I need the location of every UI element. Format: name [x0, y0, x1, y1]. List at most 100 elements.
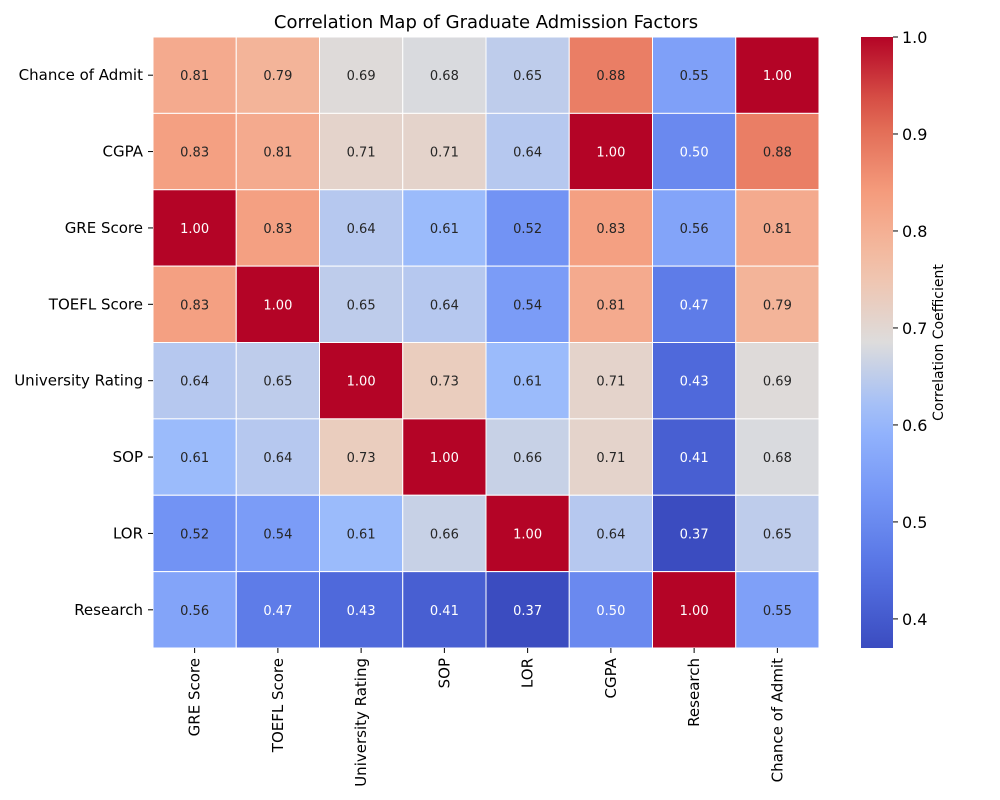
- cell-value-label: 0.88: [596, 69, 625, 84]
- colorbar-tick-label: 0.6: [902, 416, 927, 435]
- heatmap-cell: [568, 494, 653, 573]
- heatmap-cell: [235, 112, 320, 191]
- cell-value-label: 0.88: [763, 146, 792, 161]
- heatmap-cell: [652, 494, 737, 573]
- heatmap-cell: [568, 418, 653, 496]
- cell-value-label: 0.71: [596, 375, 625, 390]
- heatmap-cell: [485, 112, 570, 191]
- colorbar-tick-label: 0.8: [902, 222, 927, 241]
- heatmap-cell: [485, 571, 570, 649]
- y-tick-label: Research: [74, 601, 143, 619]
- colorbar-tick-label: 0.7: [902, 319, 927, 338]
- heatmap-cell: [152, 494, 237, 573]
- heatmap-cell: [735, 418, 820, 496]
- cell-value-label: 0.81: [763, 222, 792, 237]
- cell-value-label: 0.81: [596, 298, 625, 313]
- cell-value-label: 0.55: [763, 604, 792, 619]
- cell-value-label: 0.64: [596, 527, 625, 542]
- cell-value-label: 0.54: [513, 298, 542, 313]
- cell-value-label: 1.00: [180, 222, 209, 237]
- x-tick-label: Research: [685, 658, 703, 727]
- colorbar-tick-label: 0.9: [902, 125, 927, 144]
- heatmap-cell: [485, 189, 570, 267]
- heatmap-cell: [319, 494, 404, 573]
- heatmap-cell: [319, 418, 404, 496]
- heatmap-cell: [319, 265, 404, 343]
- cell-value-label: 0.79: [263, 69, 292, 84]
- colorbar-tick-label: 0.5: [902, 513, 927, 532]
- y-tick-label: Chance of Admit: [19, 66, 143, 84]
- heatmap-cell: [402, 36, 487, 114]
- cell-value-label: 0.83: [180, 298, 209, 313]
- cell-value-label: 0.73: [430, 375, 459, 390]
- x-tick-label: GRE Score: [186, 658, 204, 736]
- heatmap-cell: [402, 342, 487, 420]
- y-tick-label: SOP: [113, 448, 143, 466]
- cell-value-label: 1.00: [347, 375, 376, 390]
- y-tick-labels: Chance of Admit CGPA GRE Score TOEFL Score U…: [14, 66, 153, 619]
- cell-value-label: 1.00: [596, 146, 625, 161]
- heatmap-cell: [319, 189, 404, 267]
- heatmap-cell: [652, 189, 737, 267]
- cell-value-label: 0.56: [180, 604, 209, 619]
- heatmap-cell: [235, 189, 320, 267]
- heatmap-cell: [235, 36, 320, 114]
- heatmap-cell: [652, 265, 737, 343]
- cell-value-label: 0.65: [263, 375, 292, 390]
- x-tick-label: University Rating: [352, 658, 370, 787]
- cell-value-label: 0.69: [763, 375, 792, 390]
- x-tick-label: TOEFL Score: [269, 658, 287, 753]
- heatmap-cell: [485, 265, 570, 343]
- cell-value-label: 0.68: [430, 69, 459, 84]
- cell-value-label: 0.81: [263, 146, 292, 161]
- cell-value-label: 0.65: [347, 298, 376, 313]
- cell-value-label: 0.66: [430, 527, 459, 542]
- heatmap-cell: [735, 494, 820, 573]
- cell-value-label: 0.64: [513, 146, 542, 161]
- heatmap-cell: [485, 494, 570, 573]
- cell-value-label: 0.64: [430, 298, 459, 313]
- cell-value-label: 0.79: [763, 298, 792, 313]
- heatmap-cell: [485, 342, 570, 420]
- heatmap-cells: 0.81 0.79 0.69 0.68 0.65 0.88 0.55 1.00 0.83 0.81…: [152, 36, 820, 649]
- cell-value-label: 1.00: [263, 298, 292, 313]
- cell-value-label: 0.64: [180, 375, 209, 390]
- heatmap-cell: [735, 36, 820, 114]
- cell-value-label: 0.66: [513, 451, 542, 466]
- heatmap-cell: [568, 112, 653, 191]
- cell-value-label: 0.71: [596, 451, 625, 466]
- cell-value-label: 0.50: [680, 146, 709, 161]
- colorbar-gradient: [861, 37, 893, 648]
- colorbar-tick-label: 0.4: [902, 610, 927, 629]
- heatmap-cell: [402, 189, 487, 267]
- x-tick-label: Chance of Admit: [768, 658, 786, 782]
- cell-value-label: 0.50: [596, 604, 625, 619]
- y-tick-label: CGPA: [103, 143, 144, 161]
- heatmap-cell: [402, 112, 487, 191]
- cell-value-label: 0.55: [680, 69, 709, 84]
- x-tick-labels: GRE Score TOEFL Score University Rating SOP…: [186, 648, 786, 787]
- heatmap-cell: [235, 494, 320, 573]
- heatmap-cell: [568, 342, 653, 420]
- y-tick-label: GRE Score: [65, 219, 143, 237]
- cell-value-label: 1.00: [680, 604, 709, 619]
- heatmap-cell: [735, 571, 820, 649]
- cell-value-label: 0.54: [263, 527, 292, 542]
- cell-value-label: 0.83: [596, 222, 625, 237]
- heatmap-cell: [485, 418, 570, 496]
- heatmap-cell: [568, 36, 653, 114]
- cell-value-label: 0.43: [680, 375, 709, 390]
- cell-value-label: 0.64: [347, 222, 376, 237]
- colorbar-tick-label: 1.0: [902, 28, 927, 47]
- heatmap-cell: [402, 265, 487, 343]
- cell-value-label: 0.81: [180, 69, 209, 84]
- cell-value-label: 0.56: [680, 222, 709, 237]
- colorbar: 1.0 0.9 0.8 0.7 0.6 0.5 0.4 Correlation Coeffic…: [861, 28, 947, 648]
- heatmap-cell: [319, 342, 404, 420]
- cell-value-label: 0.83: [180, 146, 209, 161]
- cell-value-label: 0.52: [180, 527, 209, 542]
- cell-value-label: 0.68: [763, 451, 792, 466]
- heatmap-cell: [652, 342, 737, 420]
- cell-value-label: 0.41: [430, 604, 459, 619]
